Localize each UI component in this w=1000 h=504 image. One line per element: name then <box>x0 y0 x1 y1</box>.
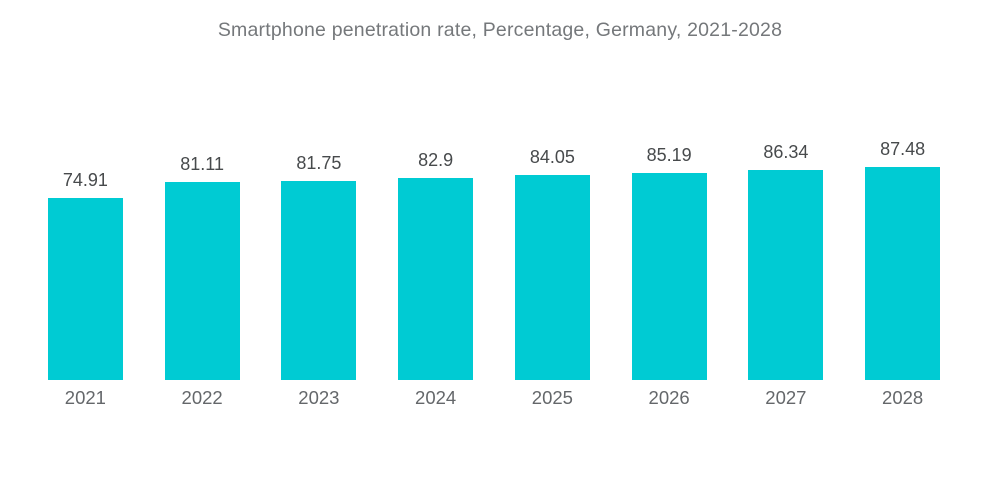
bar-value-label: 81.75 <box>296 153 342 173</box>
bar <box>281 181 357 380</box>
bar-group: 81.75 <box>261 153 378 380</box>
x-axis-tick-label: 2024 <box>415 387 457 408</box>
x-axis-tick-label: 2022 <box>181 387 223 408</box>
x-axis-tick-label: 2023 <box>298 387 340 408</box>
bar-value-label: 82.9 <box>418 150 454 170</box>
bar-value-label: 87.48 <box>880 139 926 159</box>
bar-group: 85.19 <box>611 145 728 380</box>
bar <box>631 173 707 380</box>
bar-group: 84.05 <box>494 147 611 380</box>
bar-value-label: 86.34 <box>763 142 809 162</box>
bar-value-label: 74.91 <box>62 170 108 190</box>
chart-title: Smartphone penetration rate, Percentage,… <box>217 19 783 41</box>
bar <box>398 178 474 380</box>
bar <box>748 170 824 380</box>
bar-group: 74.91 <box>27 170 144 380</box>
bar-value-label: 85.19 <box>646 145 692 165</box>
bar <box>865 167 941 380</box>
x-axis-tick-label: 2025 <box>531 387 573 408</box>
bar-group: 82.9 <box>377 150 494 380</box>
bar <box>164 182 240 380</box>
x-axis-tick-label: 2027 <box>765 387 807 408</box>
plot-area: 74.91 81.11 81.75 82.9 84.05 85.19 86.34… <box>27 139 961 380</box>
x-axis-tick-label: 2026 <box>648 387 690 408</box>
bar <box>514 175 590 380</box>
bar-value-label: 84.05 <box>529 147 575 167</box>
x-axis-tick-label: 2028 <box>882 387 924 408</box>
bar-group: 86.34 <box>728 142 845 380</box>
x-axis-tick-label: 2021 <box>64 387 106 408</box>
bar <box>47 198 123 380</box>
bar-group: 81.11 <box>144 154 261 380</box>
bar-group: 87.48 <box>844 139 961 380</box>
x-axis-labels: 2021 2022 2023 2024 2025 2026 2027 2028 <box>0 380 1000 409</box>
bar-value-label: 81.11 <box>180 154 224 174</box>
